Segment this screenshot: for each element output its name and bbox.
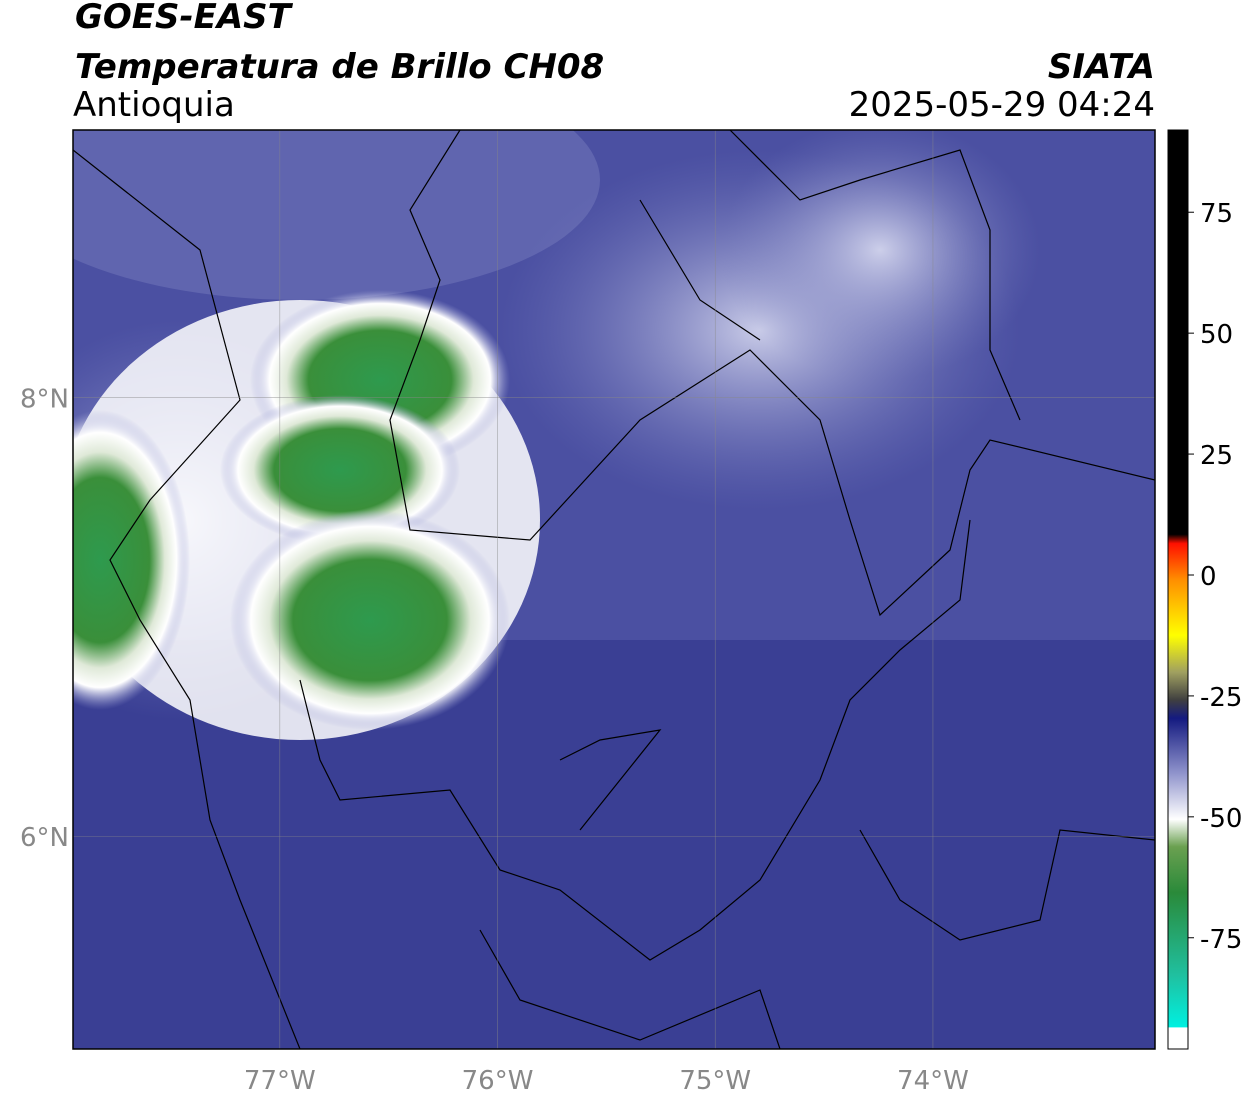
x-tick-label: 75°W	[679, 1066, 751, 1096]
map-field	[73, 130, 1155, 1049]
x-tick-label: 76°W	[462, 1066, 534, 1096]
x-tick-label: 77°W	[244, 1066, 316, 1096]
grid	[73, 130, 1155, 1049]
colorbar	[1167, 129, 1189, 1050]
satellite: GOES-EAST	[75, 0, 294, 37]
map-frame	[72, 129, 1156, 1050]
x-tick-label: 74°W	[897, 1066, 969, 1096]
y-tick-label: 8°N	[20, 385, 69, 415]
y-tick-label: 6°N	[20, 823, 69, 853]
colorbar-tick-label: 75	[1200, 199, 1233, 229]
agency: SIATA	[1048, 47, 1155, 87]
colorbar-tick-label: 0	[1200, 562, 1217, 592]
datetime: 2025-05-29 04:24	[849, 85, 1155, 125]
colorbar-tick-label: -50	[1200, 804, 1242, 834]
region: Antioquia	[73, 85, 235, 125]
colorbar-tick-label: -25	[1200, 683, 1242, 713]
colorbar-tick-label: 25	[1200, 441, 1233, 471]
colorbar-tick-label: -75	[1200, 925, 1242, 955]
colorbar-tick-label: 50	[1200, 320, 1233, 350]
product: Temperatura de Brillo CH08	[75, 47, 604, 87]
